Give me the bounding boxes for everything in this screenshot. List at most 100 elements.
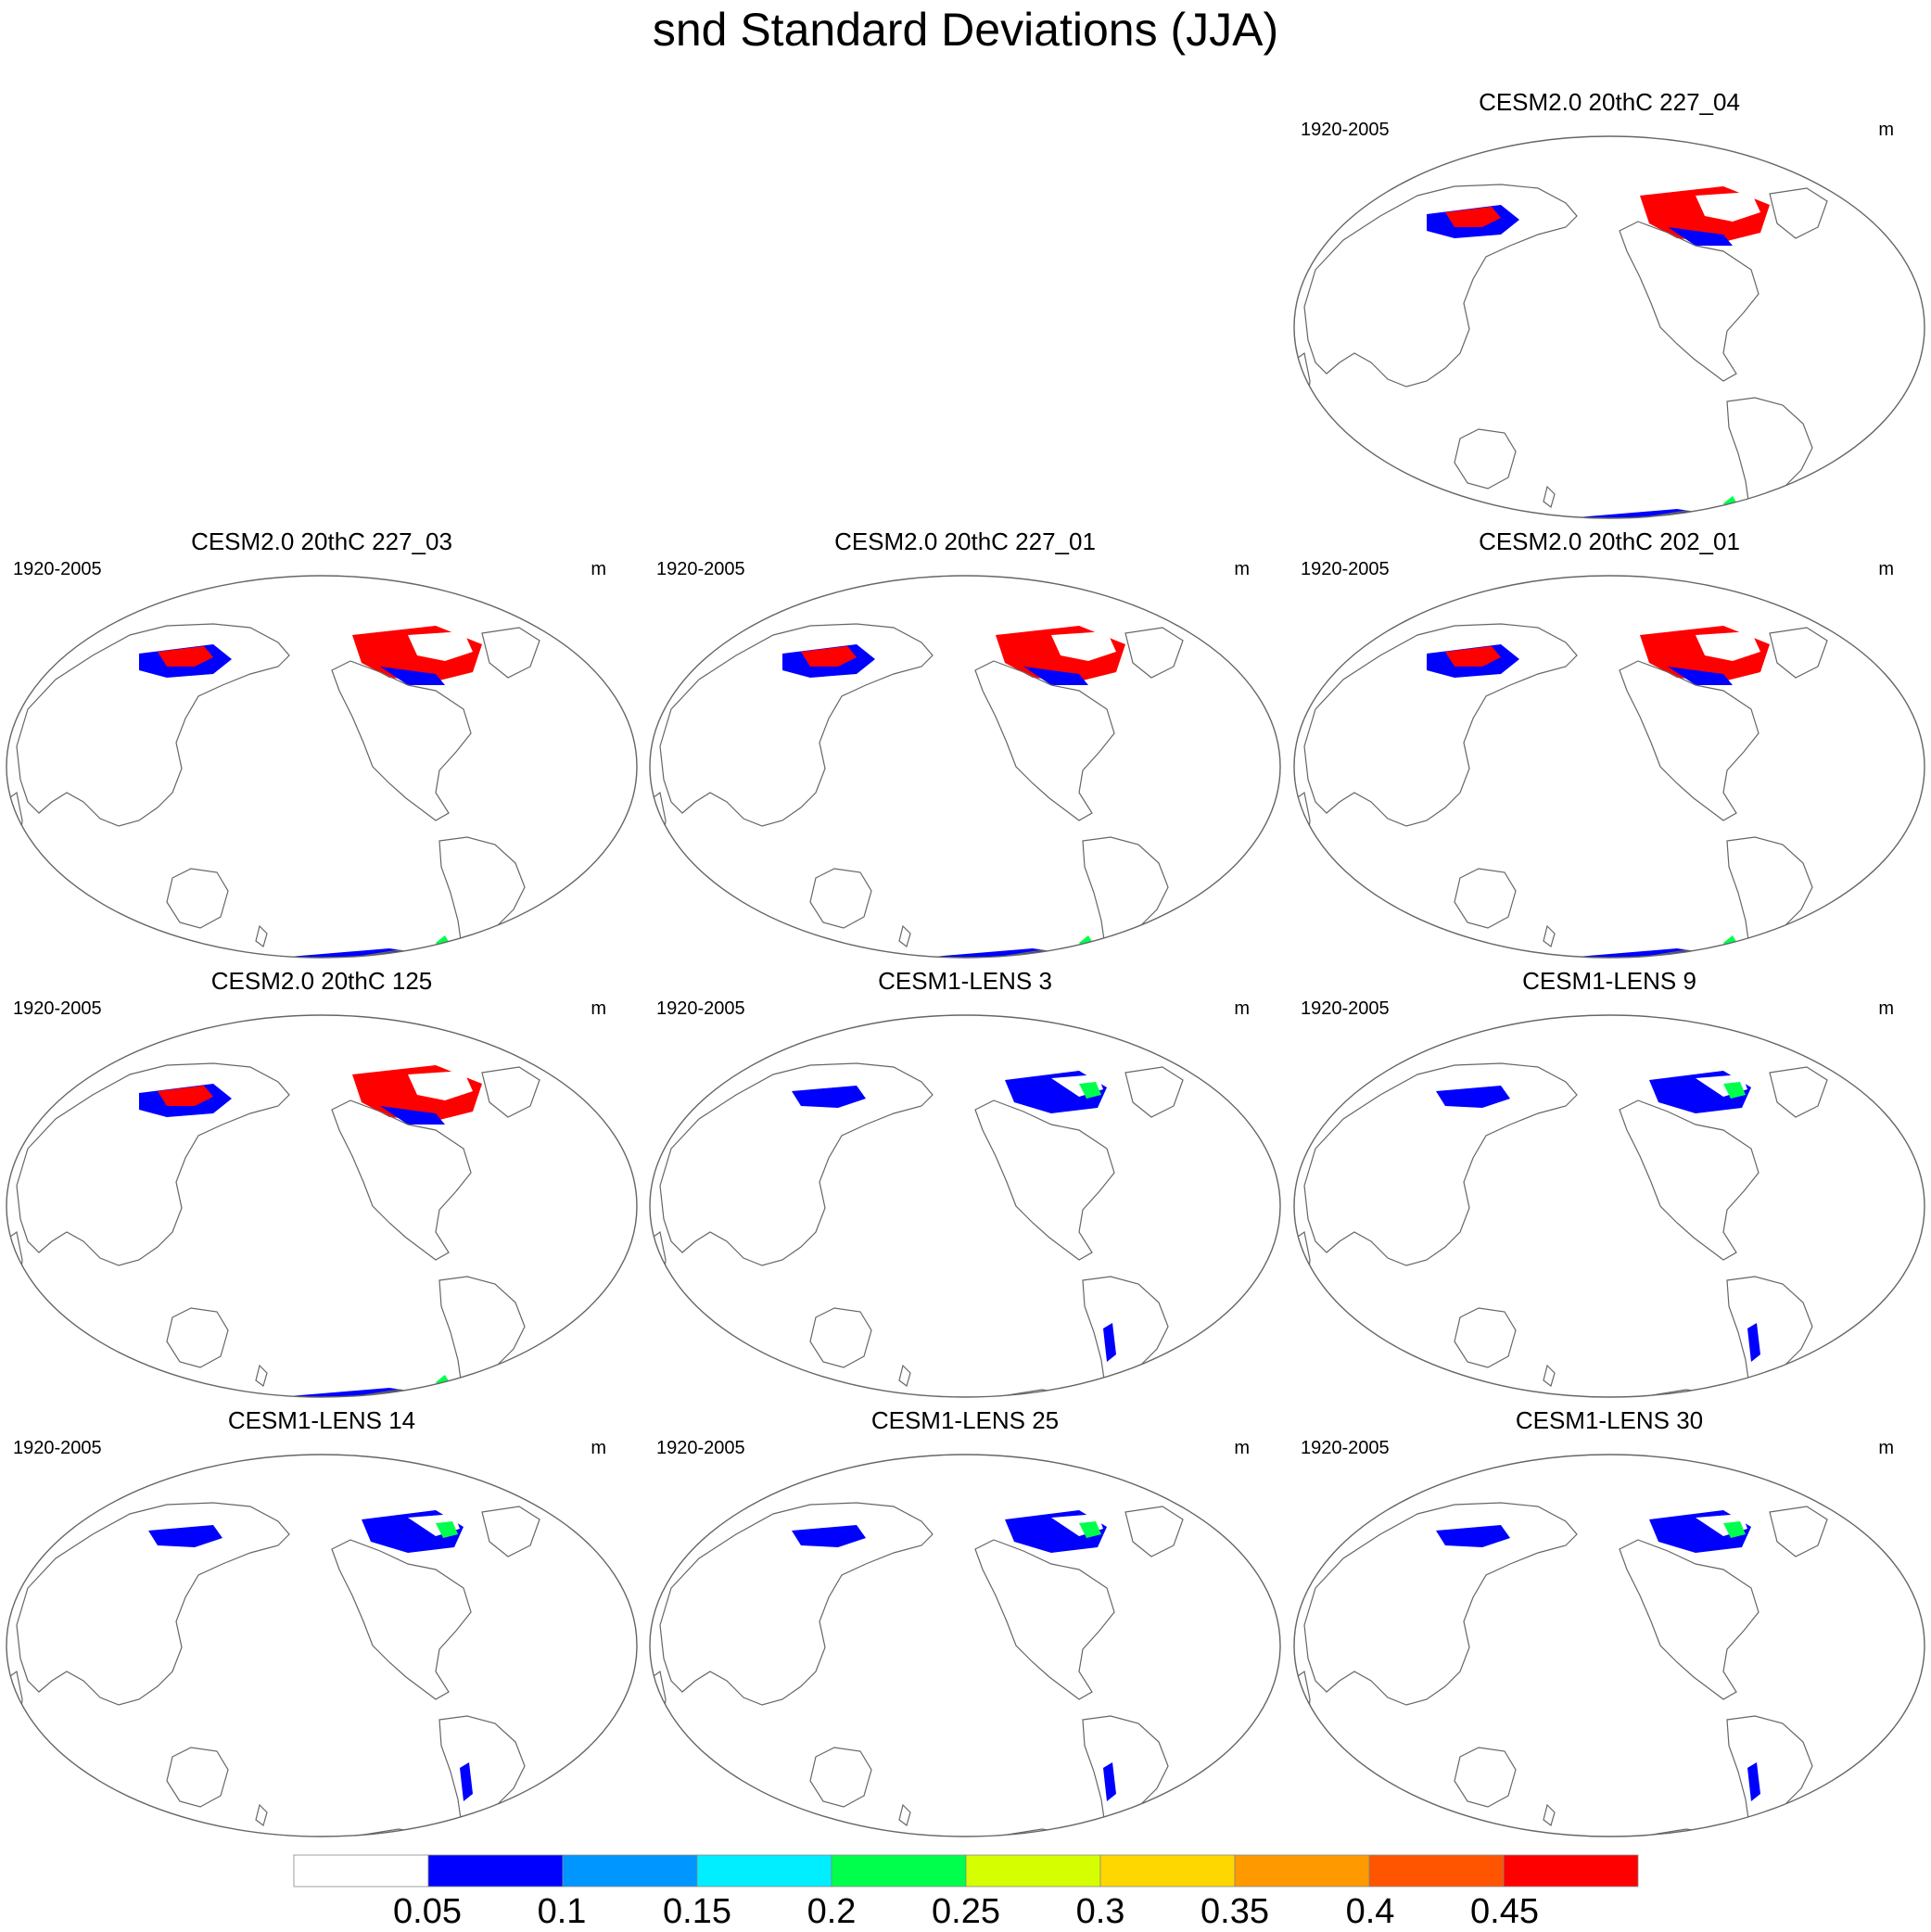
coastline (898, 1364, 911, 1388)
coastline (255, 1364, 268, 1388)
map-panel: CESM2.0 20thC 125 1920-2005 m (0, 967, 643, 1403)
colorbar-swatch (831, 1854, 967, 1888)
snow-std-patch (158, 646, 213, 667)
colorbar-tick-label: 0.45 (1470, 1892, 1539, 1931)
coastline (438, 836, 526, 957)
period-label: 1920-2005 (656, 559, 745, 579)
coastline (1619, 660, 1759, 821)
map-content (6, 1062, 557, 1397)
panel-title: CESM2.0 20thC 202_01 (1479, 527, 1740, 555)
map-frame (6, 575, 638, 959)
coastline (166, 1307, 229, 1368)
panel-title: CESM1-LENS 3 (878, 967, 1052, 995)
map-panel: CESM1-LENS 25 1920-2005 m (643, 1406, 1287, 1842)
coastline (1726, 1715, 1813, 1836)
coastline (1303, 1062, 1578, 1266)
colorbar-swatch (1234, 1854, 1370, 1888)
snow-std-patch (380, 667, 445, 685)
coastline (809, 1747, 872, 1808)
coastline (1454, 428, 1517, 489)
coastline (1619, 1099, 1759, 1261)
coastline (110, 1389, 557, 1397)
colorbar-tick-label: 0.05 (393, 1892, 462, 1931)
period-label: 1920-2005 (1301, 998, 1390, 1019)
snow-std-patch (782, 1833, 866, 1837)
colorbar-tick-label: 0.15 (663, 1892, 731, 1931)
coastline (481, 1066, 540, 1118)
snow-std-patch (1103, 1323, 1116, 1362)
map-frame (1293, 1454, 1925, 1837)
coastline (481, 627, 540, 679)
snow-std-patch (1436, 1525, 1510, 1547)
colorbar-tick-label: 0.1 (537, 1892, 587, 1931)
units-label: m (1234, 559, 1250, 579)
coastline (1769, 187, 1828, 239)
coastline (331, 660, 472, 821)
snow-std-patch (810, 1393, 832, 1397)
snow-std-patch (792, 1525, 866, 1547)
snow-std-patch (139, 1833, 222, 1837)
snow-std-patch (380, 1106, 445, 1125)
colorbar-swatch (293, 1854, 429, 1888)
coastline (754, 1828, 1201, 1837)
coastline (659, 623, 934, 827)
snow-std-patch (158, 1086, 213, 1106)
map-panel: CESM2.0 20thC 202_01 1920-2005 m (1288, 527, 1931, 963)
snow-std-patch (1417, 513, 1529, 518)
snow-std-patch (773, 952, 884, 958)
period-label: 1920-2005 (13, 559, 102, 579)
snow-std-patch (792, 1086, 866, 1108)
snow-std-patch (167, 1833, 189, 1837)
coastline (110, 949, 557, 958)
world-map (649, 1454, 1281, 1837)
snow-std-patch (1079, 1082, 1101, 1099)
map-panel: CESM2.0 20thC 227_01 1920-2005 m (643, 527, 1287, 963)
coastline (1082, 1715, 1169, 1836)
snow-std-patch (130, 1392, 241, 1397)
units-label: m (1234, 998, 1250, 1019)
map-content (1294, 1062, 1845, 1397)
snow-std-patch (1455, 1393, 1477, 1397)
map-panel: CESM2.0 20thC 227_03 1920-2005 m (0, 527, 643, 963)
snow-std-patch (1051, 631, 1116, 661)
panel-title: CESM1-LENS 25 (870, 1406, 1060, 1434)
coastline (110, 1828, 557, 1837)
snow-std-patch (810, 1833, 832, 1837)
snow-std-patch (1427, 1393, 1510, 1397)
period-label: 1920-2005 (1301, 120, 1390, 140)
coastline (754, 949, 1201, 958)
coastline (16, 623, 290, 827)
coastline (16, 1502, 290, 1706)
map-frame (649, 1014, 1281, 1398)
coastline (1769, 1066, 1828, 1118)
map-frame (6, 1014, 638, 1398)
colorbar-tick-label: 0.35 (1201, 1892, 1269, 1931)
coastline (1543, 1364, 1556, 1388)
period-label: 1920-2005 (1301, 1438, 1390, 1458)
units-label: m (1878, 1438, 1894, 1458)
map-content (1294, 184, 1845, 518)
coastline (255, 1803, 268, 1827)
map-panel: CESM2.0 20thC 227_04 1920-2005 m (1288, 88, 1931, 524)
units-label: m (1878, 120, 1894, 140)
period-label: 1920-2005 (13, 1438, 102, 1458)
map-frame (1293, 1014, 1925, 1398)
map-panel: CESM1-LENS 30 1920-2005 m (1288, 1406, 1931, 1842)
panel-title: CESM1-LENS 9 (1522, 967, 1696, 995)
colorbar-tick-label: 0.2 (807, 1892, 857, 1931)
units-label: m (591, 998, 606, 1019)
map-content (650, 1502, 1201, 1837)
coastline (1124, 1506, 1184, 1557)
snow-std-patch (1079, 1521, 1101, 1538)
snow-std-patch (408, 631, 473, 661)
panel-title: CESM2.0 20thC 227_04 (1479, 88, 1740, 116)
coastline (1124, 1066, 1184, 1118)
panel-title: CESM2.0 20thC 227_01 (834, 527, 1096, 555)
coastline (1082, 1276, 1169, 1396)
world-map (649, 1014, 1281, 1398)
snow-std-patch (1668, 227, 1733, 246)
coastline (1543, 924, 1556, 948)
period-label: 1920-2005 (656, 998, 745, 1019)
coastline (898, 924, 911, 948)
snow-std-patch (1696, 192, 1760, 222)
